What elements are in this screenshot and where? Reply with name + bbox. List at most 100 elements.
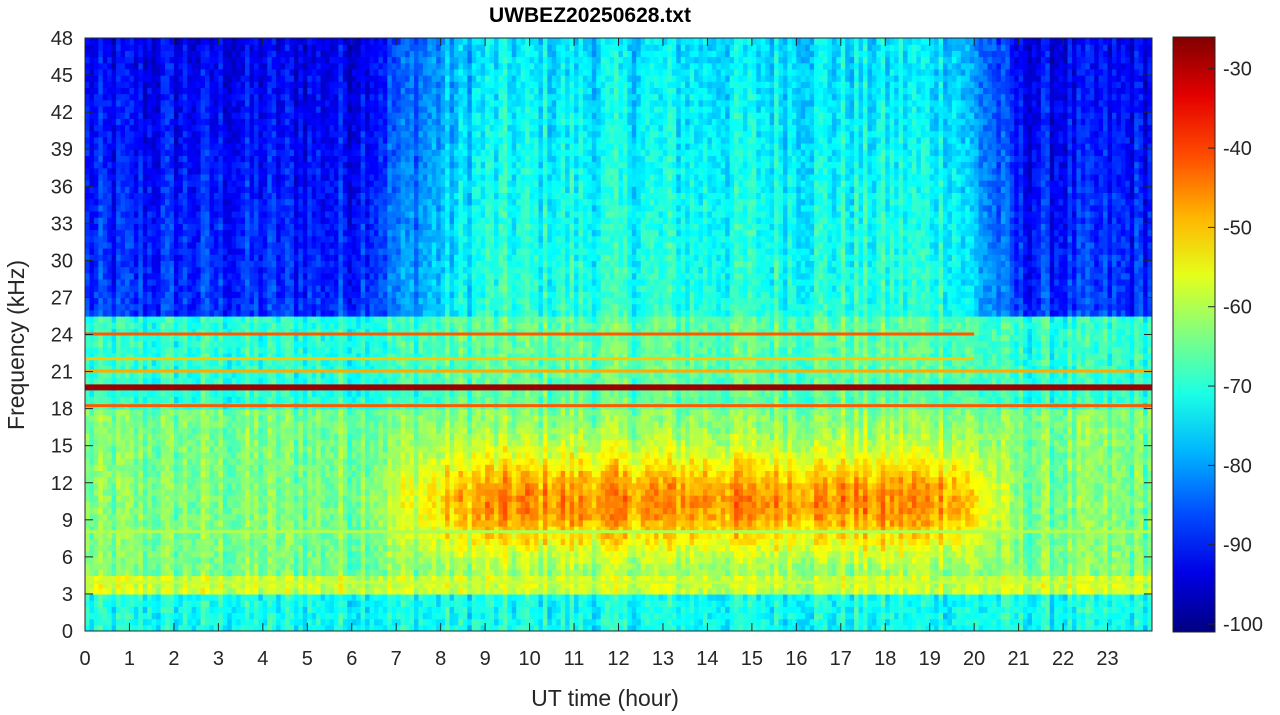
heatmap-cell [94, 606, 99, 613]
heatmap-cell [107, 304, 112, 311]
heatmap-cell [192, 44, 197, 51]
heatmap-cell [312, 100, 317, 107]
heatmap-cell [116, 489, 121, 496]
heatmap-cell [227, 205, 232, 212]
heatmap-cell [205, 489, 210, 496]
heatmap-cell [312, 612, 317, 619]
heatmap-cell [112, 248, 117, 255]
heatmap-cell [156, 180, 161, 187]
heatmap-cell [147, 427, 152, 434]
heatmap-cell [312, 415, 317, 422]
heatmap-cell [121, 273, 126, 280]
heatmap-cell [112, 94, 117, 101]
heatmap-cell [89, 372, 94, 379]
heatmap-cell [178, 433, 183, 440]
heatmap-cell [121, 433, 126, 440]
heatmap-cell [241, 223, 246, 230]
heatmap-cell [241, 507, 246, 514]
heatmap-cell [196, 470, 201, 477]
heatmap-cell [196, 489, 201, 496]
heatmap-cell [267, 44, 272, 51]
heatmap-cell [285, 483, 290, 490]
heatmap-cell [103, 57, 108, 64]
heatmap-cell [187, 279, 192, 286]
heatmap-cell [281, 372, 286, 379]
heatmap-cell [205, 551, 210, 558]
heatmap-cell [245, 415, 250, 422]
heatmap-cell [290, 137, 295, 144]
heatmap-cell [214, 532, 219, 539]
heatmap-cell [138, 335, 143, 342]
heatmap-cell [89, 87, 94, 94]
heatmap-cell [183, 514, 188, 521]
heatmap-cell [187, 470, 192, 477]
heatmap-cell [125, 211, 130, 218]
heatmap-cell [103, 501, 108, 508]
heatmap-cell [223, 50, 228, 57]
heatmap-cell [223, 520, 228, 527]
heatmap-cell [192, 162, 197, 169]
heatmap-cell [169, 279, 174, 286]
heatmap-cell [263, 180, 268, 187]
heatmap-cell [258, 63, 263, 70]
heatmap-cell [303, 248, 308, 255]
heatmap-cell [192, 446, 197, 453]
heatmap-cell [245, 477, 250, 484]
heatmap-cell [258, 396, 263, 403]
heatmap-cell [143, 501, 148, 508]
heatmap-cell [125, 390, 130, 397]
heatmap-cell [303, 538, 308, 545]
heatmap-cell [165, 57, 170, 64]
heatmap-cell [98, 390, 103, 397]
heatmap-cell [169, 168, 174, 175]
heatmap-cell [263, 149, 268, 156]
heatmap-cell [281, 149, 286, 156]
heatmap-cell [89, 359, 94, 366]
heatmap-cell [303, 421, 308, 428]
heatmap-cell [236, 551, 241, 558]
heatmap-cell [290, 205, 295, 212]
heatmap-cell [245, 149, 250, 156]
heatmap-cell [129, 421, 134, 428]
heatmap-cell [129, 168, 134, 175]
heatmap-cell [161, 155, 166, 162]
heatmap-cell [258, 94, 263, 101]
heatmap-cell [196, 396, 201, 403]
heatmap-cell [107, 421, 112, 428]
heatmap-cell [232, 427, 237, 434]
heatmap-cell [169, 446, 174, 453]
heatmap-cell [112, 446, 117, 453]
heatmap-cell [272, 63, 277, 70]
heatmap-cell [258, 310, 263, 317]
heatmap-cell [196, 304, 201, 311]
heatmap-cell [227, 267, 232, 274]
heatmap-cell [201, 223, 206, 230]
heatmap-cell [196, 409, 201, 416]
heatmap-cell [196, 50, 201, 57]
heatmap-cell [178, 310, 183, 317]
heatmap-cell [107, 322, 112, 329]
heatmap-cell [267, 137, 272, 144]
heatmap-cell [174, 211, 179, 218]
heatmap-cell [89, 470, 94, 477]
heatmap-cell [156, 44, 161, 51]
heatmap-cell [290, 223, 295, 230]
heatmap-cell [298, 619, 303, 626]
heatmap-cell [85, 297, 90, 304]
heatmap-cell [285, 279, 290, 286]
heatmap-cell [236, 186, 241, 193]
heatmap-cell [143, 532, 148, 539]
heatmap-cell [312, 229, 317, 236]
heatmap-cell [214, 545, 219, 552]
heatmap-cell [187, 477, 192, 484]
heatmap-cell [307, 50, 312, 57]
heatmap-cell [178, 291, 183, 298]
heatmap-cell [263, 229, 268, 236]
heatmap-cell [165, 557, 170, 564]
heatmap-cell [107, 155, 112, 162]
heatmap-cell [307, 155, 312, 162]
heatmap-cell [236, 520, 241, 527]
heatmap-cell [192, 38, 197, 45]
heatmap-cell [201, 162, 206, 169]
heatmap-cell [107, 137, 112, 144]
